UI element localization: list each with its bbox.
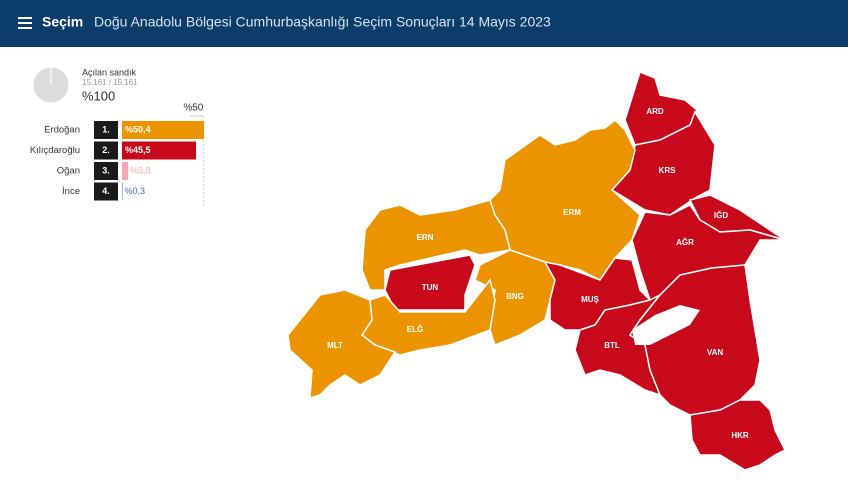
province-label: BNG	[506, 292, 524, 301]
value-label: %3,8	[130, 165, 151, 175]
province-label: KRS	[659, 166, 677, 175]
summary-count: 15.161 / 15.161	[82, 78, 138, 87]
province-label: ERM	[563, 208, 581, 217]
value-label: %0,3	[124, 186, 145, 196]
menu-icon[interactable]	[18, 17, 32, 29]
province-label: IĞD	[714, 211, 728, 220]
province-label: ELĞ	[407, 325, 423, 334]
province-label: MLT	[327, 341, 343, 350]
province-label: HKR	[731, 431, 749, 440]
province-label: AĞR	[676, 238, 694, 247]
rank: 4.	[102, 186, 110, 196]
province-label: ARD	[646, 107, 664, 116]
candidate-name: İnce	[62, 186, 80, 197]
rank: 2.	[102, 145, 110, 155]
province-label: VAN	[707, 348, 724, 357]
reference-label: %50	[183, 103, 203, 114]
value-label: %45,5	[125, 145, 151, 155]
bar	[122, 162, 128, 180]
province-label: TUN	[422, 283, 439, 292]
province-label: MUŞ	[581, 295, 599, 304]
province-label: BTL	[604, 341, 620, 350]
map: ARD KRS IĞD AĞR ERM ERN TUN BNG MUŞ ELĞ MLT BTL VAN H…	[288, 72, 785, 470]
brand[interactable]: Seçim	[42, 14, 83, 30]
candidate-name: Oğan	[57, 166, 80, 177]
progress-label: %100	[82, 88, 115, 103]
rank: 3.	[102, 165, 110, 175]
page-title: Doğu Anadolu Bölgesi Cumhurbaşkanlığı Se…	[94, 14, 551, 30]
province-label: ERN	[417, 233, 434, 242]
value-label: %50,4	[125, 124, 151, 134]
candidate-name: Erdoğan	[44, 125, 80, 136]
rank: 1.	[102, 124, 110, 134]
candidate-name: Kılıçdaroğlu	[30, 145, 80, 156]
progress-pie	[33, 67, 69, 103]
summary-label: Açılan sandık	[82, 67, 137, 77]
